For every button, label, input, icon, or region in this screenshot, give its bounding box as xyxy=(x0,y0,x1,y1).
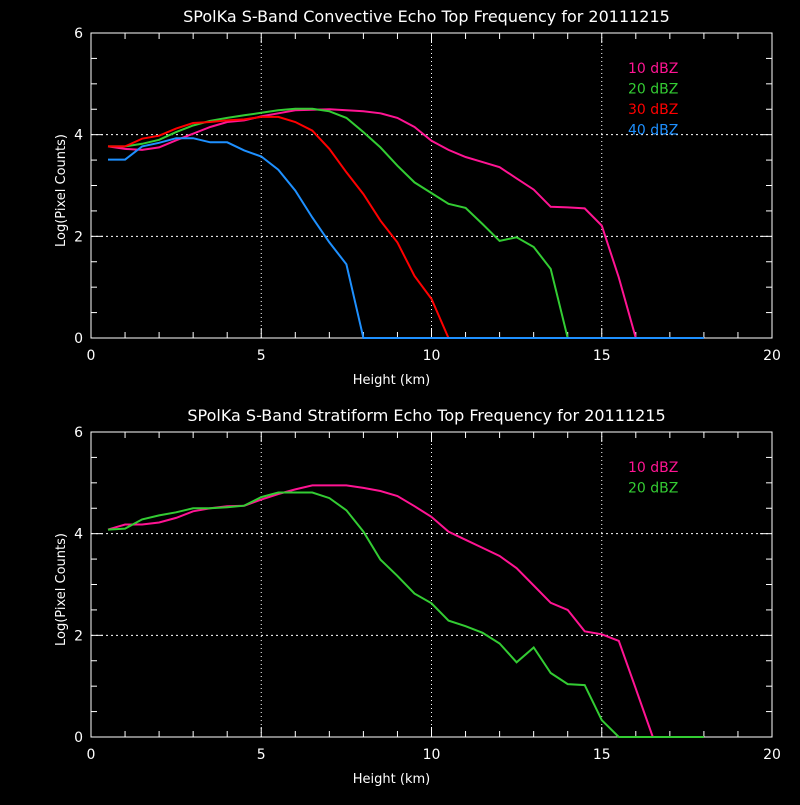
y-tick-label: 2 xyxy=(74,229,83,245)
chart-panel-2: 0 5 10 15 20 0 2 4 6 SPolKa S-Band Stratiform Ech… xyxy=(54,406,781,787)
series-line-10-dbz xyxy=(107,484,704,738)
x-tick-label: 20 xyxy=(763,348,781,364)
y-tick-label: 4 xyxy=(74,128,83,144)
x-axis-label: Height (km) xyxy=(353,772,430,787)
y-axis-label: Log(Pixel Counts) xyxy=(54,134,69,247)
legend-entry: 40 dBZ xyxy=(628,123,678,139)
y-tick-label: 6 xyxy=(74,26,83,42)
x-tick-label: 15 xyxy=(593,348,611,364)
series-line-30-dbz xyxy=(108,115,704,339)
x-tick-label: 0 xyxy=(87,348,96,364)
series-line-10-dbz xyxy=(107,108,704,339)
legend-entry: 10 dBZ xyxy=(628,61,678,77)
x-tick-label: 5 xyxy=(257,348,266,364)
chart-title: SPolKa S-Band Stratiform Echo Top Freque… xyxy=(187,406,665,425)
legend-entry: 10 dBZ xyxy=(628,460,678,476)
x-tick-label: 10 xyxy=(423,348,441,364)
x-tick-label: 10 xyxy=(423,747,441,763)
y-tick-label: 2 xyxy=(74,628,83,644)
y-tick-label: 6 xyxy=(74,425,83,441)
y-tick-label: 0 xyxy=(74,331,83,347)
y-tick-label: 4 xyxy=(74,527,83,543)
x-tick-label: 0 xyxy=(87,747,96,763)
legend-entry: 30 dBZ xyxy=(628,102,678,118)
series-line-40-dbz xyxy=(108,137,704,339)
y-tick-label: 0 xyxy=(74,730,83,746)
x-tick-label: 5 xyxy=(257,747,266,763)
chart-panel-1: 0 5 10 15 20 0 2 4 6 SPolKa S-Band Convective Ech… xyxy=(54,7,781,388)
y-axis-label: Log(Pixel Counts) xyxy=(54,533,69,646)
legend-entry: 20 dBZ xyxy=(628,82,678,98)
x-tick-label: 20 xyxy=(763,747,781,763)
chart-title: SPolKa S-Band Convective Echo Top Freque… xyxy=(183,7,670,26)
x-tick-label: 15 xyxy=(593,747,611,763)
legend-entry: 20 dBZ xyxy=(628,481,678,497)
series-line-20-dbz xyxy=(108,107,704,339)
x-axis-label: Height (km) xyxy=(353,373,430,388)
series-line-20-dbz xyxy=(107,491,704,738)
